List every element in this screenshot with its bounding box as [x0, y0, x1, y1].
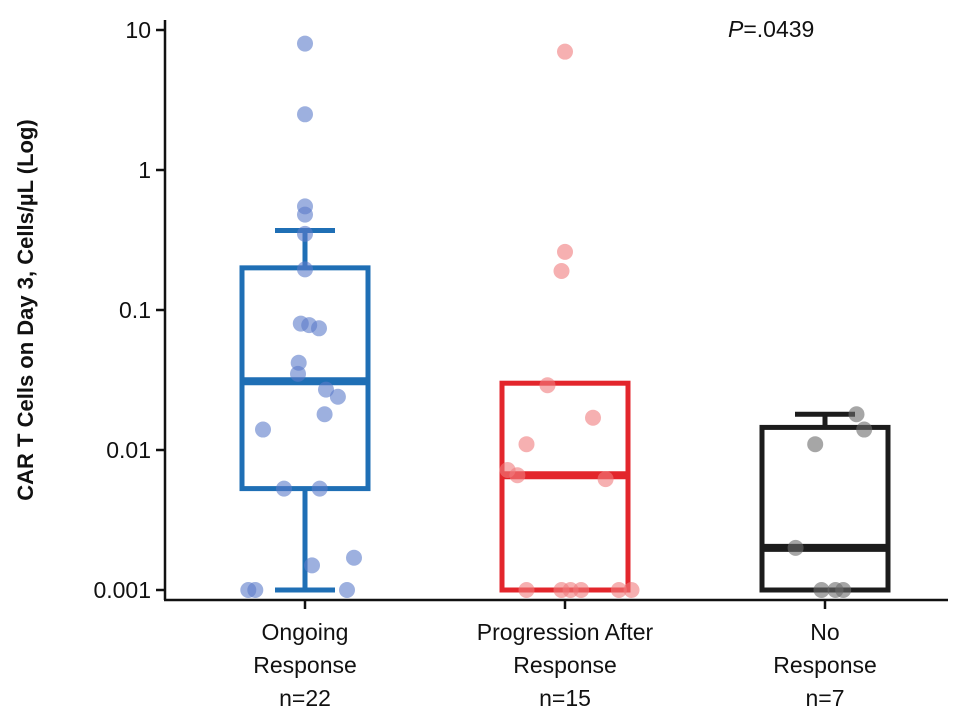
x-category-label-line: Progression After	[477, 619, 654, 645]
iqr-box	[759, 424, 891, 593]
data-point	[276, 480, 292, 497]
data-point	[304, 557, 320, 574]
data-point	[247, 582, 264, 598]
p-value-symbol: P	[728, 16, 744, 42]
data-point	[290, 365, 306, 382]
x-category-label-line: n=15	[539, 685, 591, 711]
data-point	[557, 243, 573, 260]
data-point	[585, 409, 601, 426]
x-category-label-line: Response	[253, 652, 357, 678]
x-category-label-line: Response	[513, 652, 617, 678]
data-point	[297, 225, 313, 242]
data-point	[610, 582, 627, 598]
y-tick-label: 0.001	[93, 577, 151, 603]
x-category-label-line: No	[810, 619, 839, 645]
data-point	[255, 421, 271, 438]
axes	[163, 20, 948, 602]
data-point	[329, 388, 346, 405]
y-tick-label: 0.1	[119, 297, 151, 323]
group-3	[759, 406, 891, 598]
group-1	[239, 35, 371, 598]
data-point	[311, 480, 328, 497]
data-point	[835, 582, 852, 598]
data-point	[339, 582, 355, 598]
data-point	[856, 421, 873, 438]
data-point	[848, 406, 865, 423]
x-category-labels: Ongoing Response n=22 Progression After Resp…	[253, 600, 877, 711]
p-value-annotation: P=.0439	[728, 16, 814, 42]
x-category-label-line: Ongoing	[262, 619, 349, 645]
y-tick-label: 0.01	[106, 437, 151, 463]
data-point	[297, 206, 313, 223]
data-point	[518, 436, 535, 453]
data-point	[297, 106, 313, 123]
x-category-label-line: Response	[773, 652, 877, 678]
group-2	[499, 43, 640, 598]
data-point	[509, 467, 526, 484]
data-point	[297, 261, 313, 278]
data-point	[316, 406, 333, 423]
x-category-label-line: n=22	[279, 685, 331, 711]
data-point	[597, 471, 614, 488]
groups	[239, 35, 891, 598]
data-point	[807, 436, 824, 453]
data-point	[813, 582, 830, 598]
y-tick-label: 1	[138, 157, 151, 183]
data-point	[346, 549, 362, 566]
iqr-box	[499, 380, 631, 593]
data-point	[318, 381, 334, 398]
data-point	[573, 582, 590, 598]
data-point	[557, 43, 573, 60]
y-ticks: 10 1 0.1 0.01 0.001	[93, 17, 165, 603]
data-point	[518, 582, 535, 598]
p-value-number: =.0439	[743, 16, 814, 42]
data-point	[311, 320, 327, 337]
y-axis-title: CAR T Cells on Day 3, Cells/µL (Log)	[13, 119, 38, 500]
data-point	[787, 539, 804, 556]
data-point	[539, 377, 556, 394]
data-point	[553, 262, 570, 279]
x-category-label-line: n=7	[805, 685, 844, 711]
data-point	[297, 35, 313, 52]
y-tick-label: 10	[125, 17, 151, 43]
data-point	[623, 582, 640, 598]
